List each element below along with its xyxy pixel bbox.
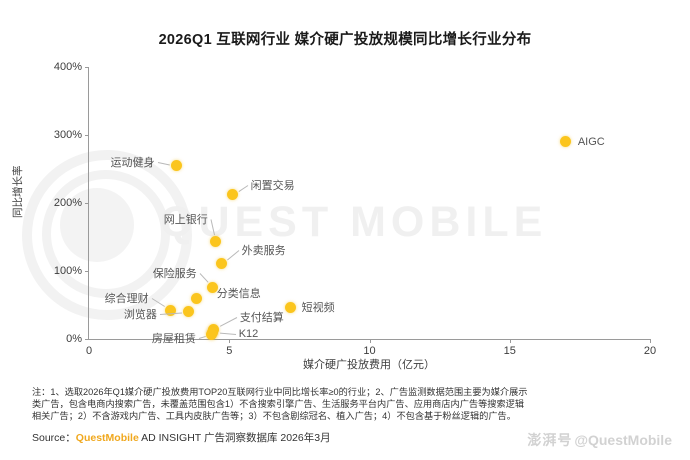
x-tick-mark [369, 339, 371, 343]
y-tick-mark [85, 135, 89, 136]
y-tick-mark [85, 339, 89, 340]
footnote: 注：1、选取2026年Q1媒介硬广投放费用TOP20互联网行业中同比增长率≥0的… [32, 386, 660, 423]
label-leader-line [198, 336, 206, 340]
x-tick-label: 15 [503, 345, 516, 357]
data-point-label: 短视频 [301, 302, 335, 315]
data-point[interactable] [210, 235, 222, 247]
label-leader-line [210, 219, 215, 235]
y-tick-mark [85, 271, 89, 272]
data-point[interactable] [165, 304, 177, 316]
credit-handle: @QuestMobile [574, 432, 672, 448]
label-leader-line [219, 332, 236, 336]
source-prefix: Source： [32, 432, 76, 444]
data-point[interactable] [285, 301, 297, 313]
label-leader-line [157, 161, 170, 166]
data-point-label: AIGC [577, 135, 605, 148]
data-point[interactable] [216, 258, 228, 270]
x-tick-mark [229, 339, 231, 343]
data-point[interactable] [171, 160, 183, 172]
plot-area: 0% 100% 200% 300% 400% 0 5 10 15 20 AIGC 运动健身闲置交易网上… [54, 61, 656, 357]
data-point[interactable] [227, 189, 239, 201]
source-line: Source：QuestMobile AD INSIGHT 广告洞察数据库 20… [32, 430, 331, 445]
credit: 澎湃号 @QuestMobile [527, 430, 672, 450]
label-leader-line [238, 184, 248, 192]
y-tick-mark [85, 203, 89, 204]
y-tick-label: 0% [66, 333, 82, 345]
data-point-label: 支付结算 [239, 312, 284, 325]
label-leader-line [199, 273, 209, 284]
data-point[interactable] [206, 328, 218, 340]
label-leader-line [226, 249, 239, 260]
data-point[interactable] [191, 293, 203, 305]
x-tick-label: 10 [363, 345, 376, 357]
x-tick-mark [650, 339, 651, 343]
data-point-label: 外卖服务 [241, 244, 286, 257]
y-tick-label: 300% [53, 129, 82, 141]
data-point-label: 闲置交易 [250, 179, 295, 192]
data-point[interactable] [183, 306, 195, 318]
footnote-line-1: 注：1、选取2026年Q1媒介硬广投放费用TOP20互联网行业中同比增长率≥0的… [32, 387, 528, 397]
data-point-label: 保险服务 [152, 268, 197, 281]
x-axis-title: 媒介硬广投放费用（亿元） [303, 359, 435, 371]
footnote-line-3: 相关广告；2）不含游戏内广告、工具内皮肤广告等；3）不包含剧综冠名、植入广告；4… [32, 411, 516, 422]
data-point-label: 分类信息 [216, 287, 261, 300]
data-point-label: K12 [238, 328, 259, 341]
data-point-label: 综合理财 [104, 293, 149, 306]
x-tick-label: 5 [226, 345, 233, 357]
y-axis-title: 同比增长率 [12, 165, 24, 219]
data-point-label: 房屋租赁 [151, 333, 196, 346]
y-tick-label: 200% [53, 197, 82, 209]
footnote-line-2: 类广告，包含电商内搜索广告，未覆盖范围包含1）不含搜索引擎广告、生活服务平台内广… [32, 399, 525, 410]
label-leader-line [219, 317, 238, 328]
source-brand: QuestMobile [75, 432, 139, 444]
source-suffix: AD INSIGHT 广告洞察数据库 2026年3月 [138, 432, 331, 444]
y-tick-mark [85, 67, 89, 68]
data-point[interactable] [560, 136, 572, 148]
data-point-label: 运动健身 [110, 156, 155, 169]
x-tick-label: 20 [643, 345, 657, 357]
x-tick-mark [509, 339, 511, 343]
y-tick-label: 400% [53, 61, 82, 73]
chart-title: 2026Q1 互联网行业 媒介硬广投放规模同比增长行业分布 [158, 32, 532, 48]
data-point-label: 网上银行 [163, 214, 208, 227]
x-tick-label: 0 [85, 345, 93, 357]
data-point-label: 浏览器 [123, 308, 157, 321]
data-point[interactable] [207, 281, 219, 293]
credit-cn: 澎湃号 [527, 432, 573, 448]
y-tick-label: 100% [53, 265, 82, 277]
